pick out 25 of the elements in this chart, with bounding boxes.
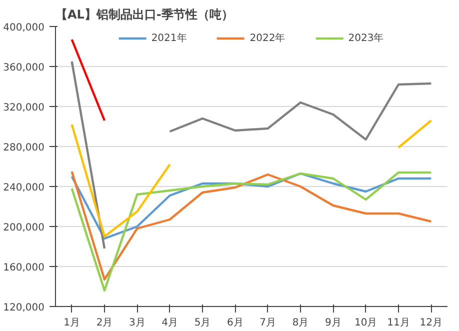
x-tick-label: 8月 [292, 318, 309, 328]
x-tick-label: 5月 [194, 318, 211, 328]
chart-title: 【AL】铝制品出口-季节性（吨） [56, 8, 234, 22]
x-tick-label: 7月 [260, 318, 276, 328]
y-tick-label: 160,000 [3, 262, 45, 274]
x-tick-label: 3月 [128, 318, 146, 328]
x-tick-label: 2月 [96, 318, 113, 328]
line-series [70, 172, 432, 240]
x-tick-label: 12月 [420, 318, 443, 328]
y-tick-label: 120,000 [3, 302, 45, 314]
x-tick-label: 4月 [162, 318, 178, 328]
x-tick-label: 1月 [64, 318, 80, 328]
legend-label: 2021年 [151, 32, 187, 45]
legend-label: 2022年 [250, 32, 286, 45]
y-tick-label: 360,000 [3, 62, 45, 74]
x-tick-label: 10月 [354, 318, 378, 328]
legend-label: 2023年 [348, 32, 384, 45]
x-tick-label: 9月 [324, 318, 342, 328]
x-tick-label: 11月 [387, 318, 410, 328]
y-tick-label: 280,000 [3, 142, 45, 154]
y-tick-label: 320,000 [3, 102, 45, 114]
y-tick-label: 200,000 [3, 222, 45, 234]
y-tick-label: 400,000 [3, 22, 45, 34]
x-tick-label: 6月 [226, 318, 244, 328]
y-tick-label: 240,000 [3, 182, 45, 194]
